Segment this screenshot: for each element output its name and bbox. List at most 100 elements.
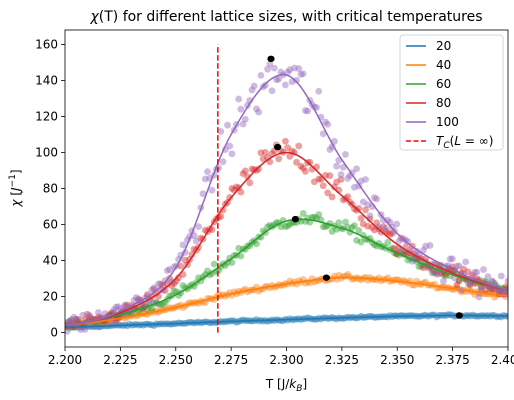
data-point: [362, 176, 369, 183]
data-point: [431, 269, 438, 277]
data-point: [275, 75, 283, 83]
data-point: [190, 232, 198, 240]
data-point: [442, 272, 450, 280]
data-point: [224, 121, 231, 129]
data-point: [315, 211, 323, 219]
data-point: [295, 65, 303, 72]
data-point: [391, 245, 398, 252]
data-point: [65, 327, 71, 335]
data-point: [275, 155, 283, 163]
data-point: [491, 293, 499, 301]
data-point: [473, 268, 481, 276]
legend-box: [399, 34, 504, 151]
data-point: [330, 183, 338, 191]
data-point: [237, 252, 245, 260]
data-point: [324, 120, 332, 128]
data-point: [433, 270, 441, 278]
y-tick-label: 120: [35, 109, 58, 123]
data-point: [299, 164, 307, 172]
data-point: [157, 301, 165, 309]
series-100-fit-line: [65, 73, 508, 327]
data-point: [132, 294, 140, 301]
data-point: [384, 229, 392, 236]
data-point: [253, 105, 260, 113]
series-60-fit-line: [65, 218, 508, 327]
data-point: [215, 213, 223, 221]
data-point: [504, 291, 508, 299]
data-point: [266, 221, 274, 229]
data-point: [286, 66, 294, 74]
data-point: [244, 173, 251, 181]
data-point: [422, 242, 430, 250]
data-point: [239, 170, 247, 178]
data-point: [86, 313, 93, 321]
data-point: [279, 317, 287, 325]
axis-ticks: 2.200 2.225 2.250 2.275 2.300 2.325 2.350 2.375…: [35, 37, 514, 367]
data-point: [290, 64, 298, 72]
data-point: [426, 242, 434, 249]
data-point: [319, 223, 327, 231]
data-point: [284, 222, 292, 230]
data-point: [480, 266, 487, 273]
data-point: [315, 87, 323, 95]
series-40-peak-marker: [322, 274, 330, 281]
data-point: [270, 64, 278, 72]
data-point: [366, 212, 374, 220]
data-point: [382, 224, 389, 232]
y-tick-label: 160: [35, 37, 58, 51]
data-point: [277, 223, 285, 231]
data-point: [239, 120, 247, 128]
data-point: [489, 278, 496, 286]
data-point: [268, 87, 276, 95]
data-point: [237, 188, 245, 196]
data-point: [428, 311, 436, 319]
data-point: [413, 247, 421, 255]
data-point: [261, 81, 269, 89]
data-point: [199, 190, 207, 198]
x-tick-label: 2.400: [491, 353, 514, 367]
data-point: [253, 240, 260, 248]
data-point: [248, 86, 256, 94]
data-point: [241, 115, 249, 123]
data-point: [453, 281, 461, 289]
data-point: [159, 300, 167, 308]
data-point: [148, 286, 156, 294]
data-point: [333, 178, 340, 186]
series-20-peak-marker: [455, 312, 463, 319]
data-point: [379, 223, 387, 230]
data-point: [181, 256, 189, 264]
data-point: [491, 279, 499, 287]
data-point: [77, 326, 84, 334]
data-point: [226, 254, 234, 262]
data-point: [384, 238, 392, 246]
data-point: [110, 306, 118, 314]
data-point: [313, 214, 320, 222]
data-point: [475, 293, 483, 301]
data-point: [326, 146, 334, 153]
data-point: [250, 82, 258, 90]
data-point: [257, 233, 265, 241]
data-point: [466, 280, 474, 288]
data-point: [281, 81, 289, 89]
x-tick-label: 2.350: [380, 353, 414, 367]
data-point: [255, 165, 263, 173]
data-point: [466, 281, 474, 289]
legend-label: 40: [436, 58, 451, 72]
data-point: [444, 311, 452, 319]
data-point: [235, 244, 243, 252]
chart-title: χ(T) for different lattice sizes, with c…: [89, 9, 482, 25]
data-point: [228, 150, 236, 158]
data-point: [161, 277, 169, 284]
plot-inner: [65, 44, 508, 335]
data-point: [420, 264, 427, 272]
data-point: [464, 279, 472, 287]
data-point: [335, 219, 343, 227]
data-point: [302, 107, 309, 114]
data-point: [359, 220, 367, 228]
data-point: [164, 267, 171, 275]
data-point: [257, 149, 265, 157]
data-point: [393, 220, 401, 228]
data-point: [302, 168, 309, 175]
data-point: [204, 168, 211, 176]
